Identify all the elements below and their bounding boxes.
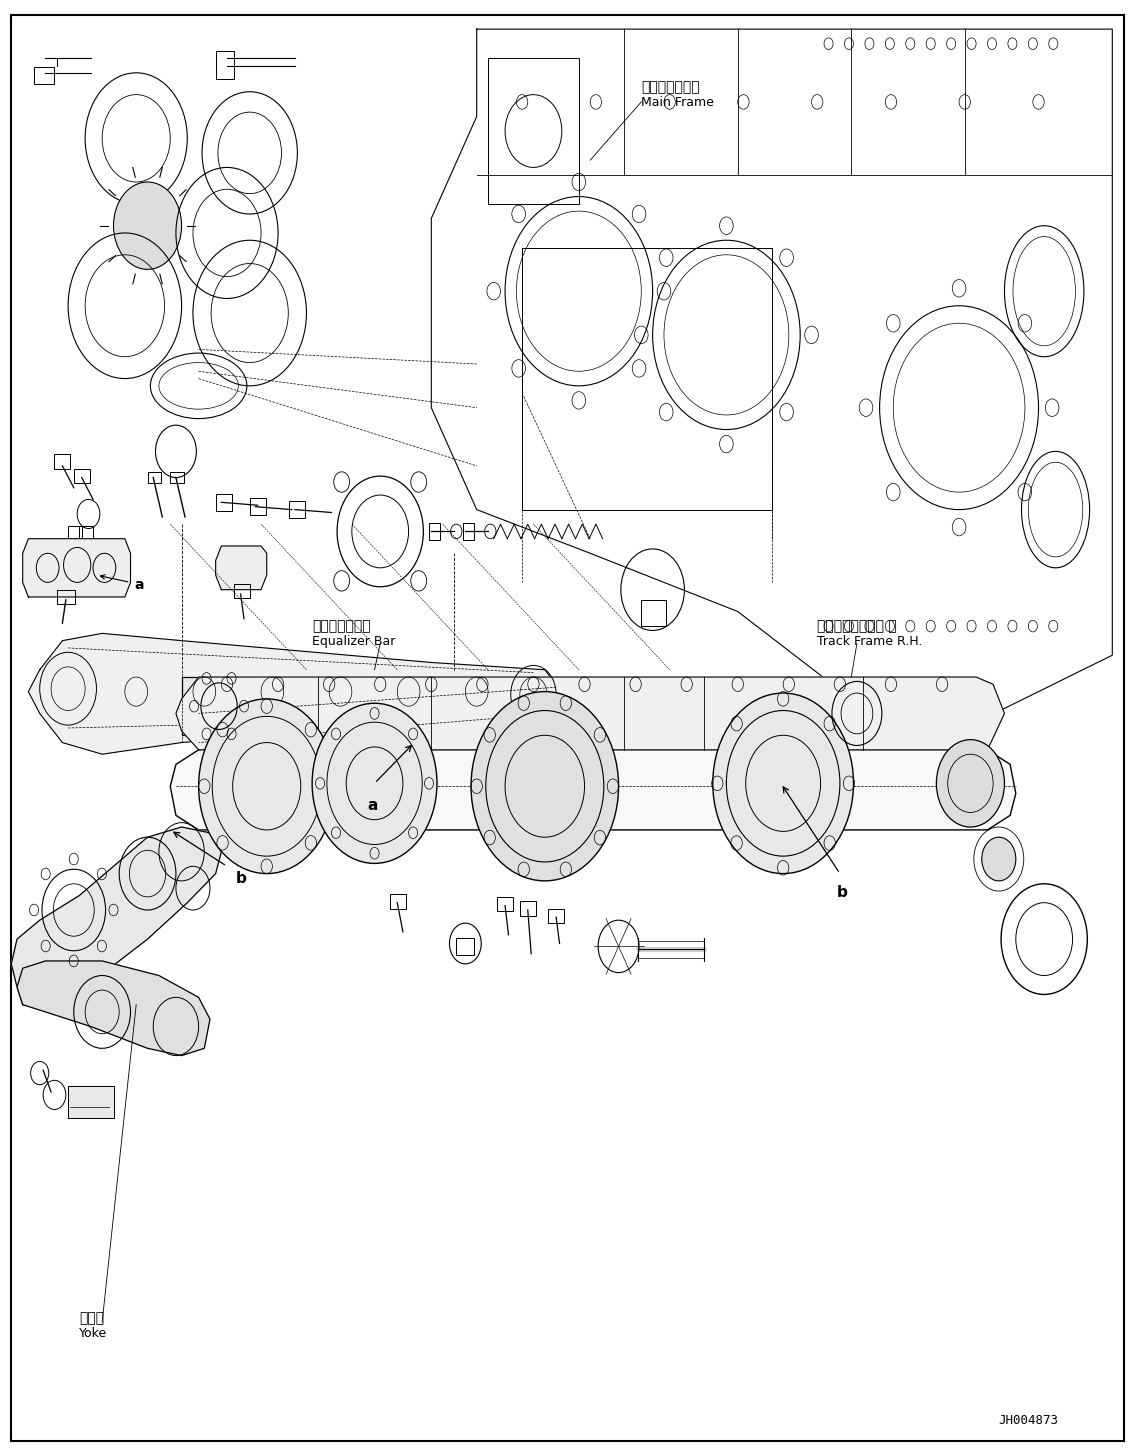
Circle shape: [936, 740, 1004, 827]
Text: a: a: [134, 578, 143, 593]
Circle shape: [114, 182, 182, 269]
Circle shape: [312, 703, 437, 863]
Text: b: b: [836, 885, 848, 900]
Text: Yoke: Yoke: [79, 1326, 108, 1340]
Bar: [522, 248, 772, 510]
Bar: [520, 901, 536, 916]
Bar: [250, 498, 266, 515]
Bar: [182, 677, 255, 735]
Text: Main Frame: Main Frame: [641, 96, 714, 109]
Polygon shape: [11, 827, 221, 1005]
Text: Track Frame R.H.: Track Frame R.H.: [817, 635, 923, 648]
Bar: [79, 526, 93, 539]
Bar: [289, 501, 305, 518]
Bar: [497, 897, 513, 911]
Bar: [456, 938, 474, 955]
Polygon shape: [28, 633, 556, 754]
Text: b: b: [236, 871, 247, 885]
Bar: [234, 584, 250, 598]
Circle shape: [713, 693, 854, 874]
Bar: [170, 472, 184, 483]
Bar: [641, 600, 666, 626]
Bar: [54, 454, 70, 469]
Text: ヨーク: ヨーク: [79, 1310, 104, 1325]
Bar: [390, 894, 406, 909]
Text: JH004873: JH004873: [999, 1414, 1059, 1427]
Bar: [216, 51, 234, 79]
Polygon shape: [216, 546, 267, 590]
Circle shape: [982, 837, 1016, 881]
Circle shape: [471, 692, 619, 881]
Bar: [34, 67, 54, 84]
Polygon shape: [170, 750, 1016, 830]
Bar: [216, 494, 232, 511]
Text: Equalizer Bar: Equalizer Bar: [312, 635, 395, 648]
Bar: [74, 469, 90, 483]
Bar: [68, 526, 82, 539]
Bar: [57, 590, 75, 604]
Bar: [429, 523, 440, 540]
Bar: [68, 1086, 114, 1118]
Text: トラックフレーム 右: トラックフレーム 右: [817, 619, 897, 633]
Polygon shape: [17, 961, 210, 1056]
Polygon shape: [176, 677, 1004, 750]
Polygon shape: [23, 539, 131, 597]
Circle shape: [199, 699, 335, 874]
Text: イコライザバー: イコライザバー: [312, 619, 371, 633]
Text: a: a: [367, 798, 378, 812]
Text: メインフレーム: メインフレーム: [641, 80, 700, 95]
Bar: [148, 472, 161, 483]
Bar: [488, 58, 579, 204]
Bar: [463, 523, 474, 540]
Bar: [548, 909, 564, 923]
